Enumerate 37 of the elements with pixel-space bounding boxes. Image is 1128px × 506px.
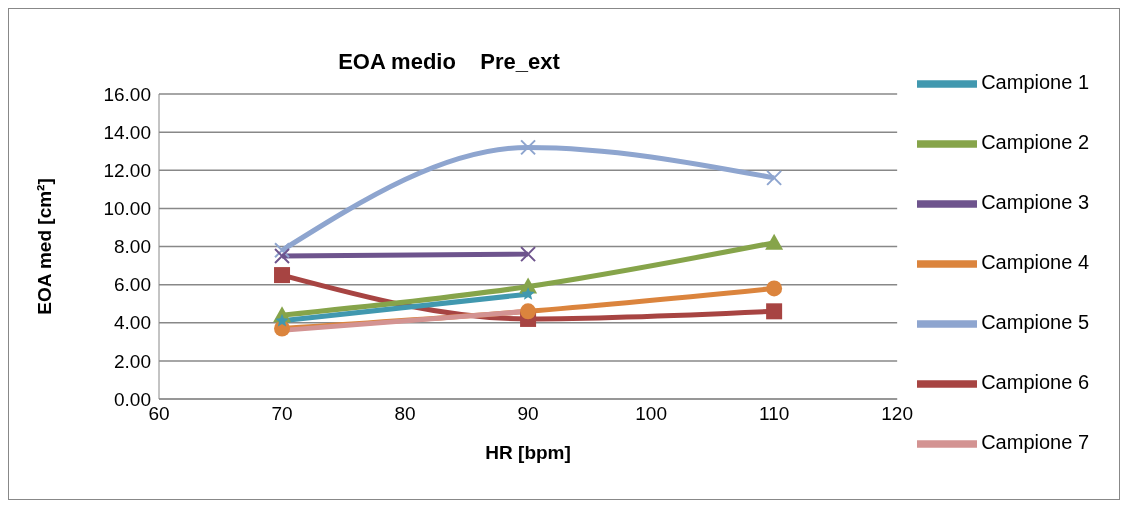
- point: [766, 303, 783, 320]
- point: [275, 313, 289, 327]
- y-tick-label: 6.00: [114, 274, 151, 296]
- legend-label: Campione 5: [981, 311, 1089, 334]
- point: [520, 139, 537, 156]
- y-tick-label: 16.00: [103, 83, 151, 105]
- legend-label: Campione 6: [981, 371, 1089, 394]
- x-tick-label: 90: [517, 403, 539, 425]
- legend-label: Campione 7: [981, 431, 1089, 454]
- point: [274, 248, 291, 265]
- y-tick-label: 12.00: [103, 159, 151, 181]
- point: [520, 246, 537, 263]
- x-tick-label: 100: [635, 403, 667, 425]
- point: [520, 303, 537, 320]
- x-tick-label: 110: [758, 403, 790, 425]
- legend-label: Campione 3: [981, 191, 1089, 214]
- y-tick-label: 8.00: [114, 236, 151, 258]
- legend-label: Campione 1: [981, 71, 1089, 94]
- point: [521, 287, 535, 300]
- y-tick-label: 14.00: [103, 121, 151, 143]
- x-tick-label: 120: [881, 403, 914, 425]
- x-tick-label: 80: [394, 403, 416, 425]
- point: [766, 280, 783, 297]
- point: [766, 169, 783, 186]
- y-axis-title: EOA med [cm²]: [33, 178, 55, 315]
- x-axis-title: HR [bpm]: [485, 442, 571, 463]
- point: [274, 267, 291, 284]
- y-tick-label: 4.00: [114, 312, 151, 334]
- y-tick-label: 2.00: [114, 350, 151, 372]
- legend-label: Campione 4: [981, 251, 1089, 274]
- x-tick-label: 70: [271, 403, 293, 425]
- point: [274, 242, 291, 259]
- y-tick-label: 0.00: [114, 388, 151, 410]
- chart-title: EOA medio Pre_ext: [337, 49, 561, 75]
- y-tick-label: 10.00: [103, 198, 151, 220]
- legend-label: Campione 2: [981, 131, 1089, 154]
- point: [765, 233, 784, 250]
